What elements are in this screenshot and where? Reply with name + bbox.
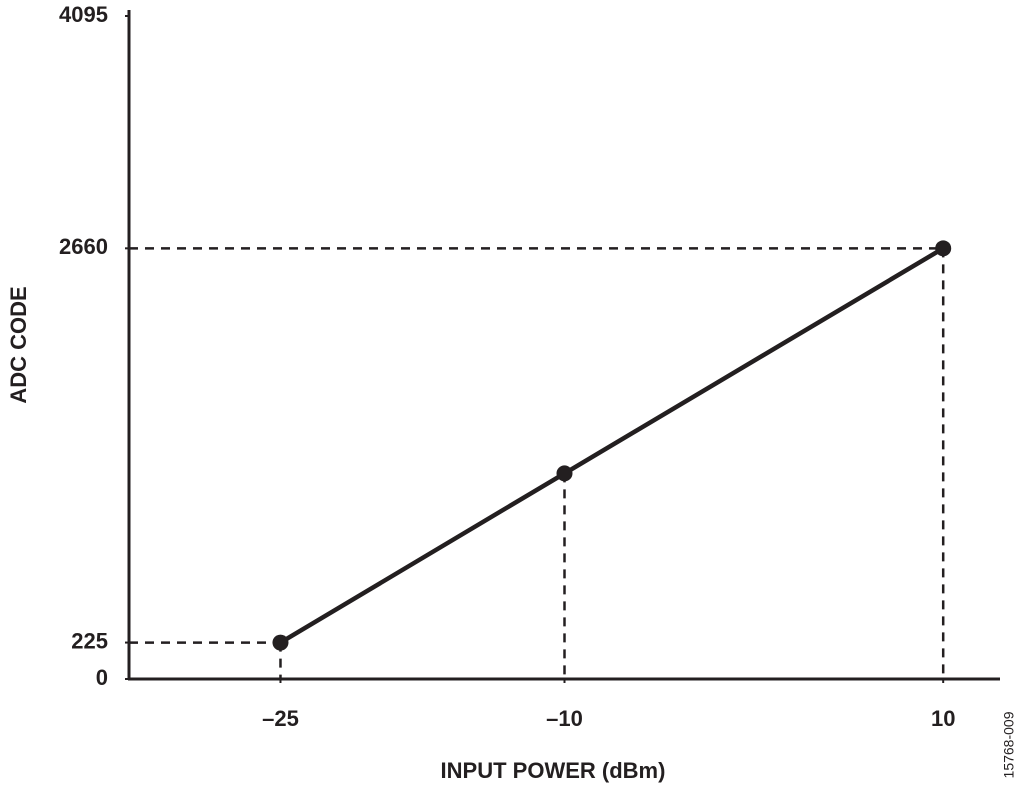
y-tick-label: 225	[71, 628, 108, 653]
y-tick-label: 4095	[59, 2, 108, 27]
y-tick-label: 0	[96, 665, 108, 690]
x-tick-label: 10	[931, 706, 955, 731]
x-axis-title: INPUT POWER (dBm)	[441, 758, 666, 783]
data-point	[556, 465, 573, 482]
data-point	[935, 240, 952, 257]
data-line	[279, 246, 945, 645]
x-tick-label: –10	[546, 706, 583, 731]
y-tick-label: 2660	[59, 234, 108, 259]
figure-id: 15768-009	[1001, 711, 1017, 778]
y-axis-title: ADC CODE	[6, 286, 31, 403]
data-point	[272, 634, 289, 651]
x-tick-label: –25	[262, 706, 299, 731]
